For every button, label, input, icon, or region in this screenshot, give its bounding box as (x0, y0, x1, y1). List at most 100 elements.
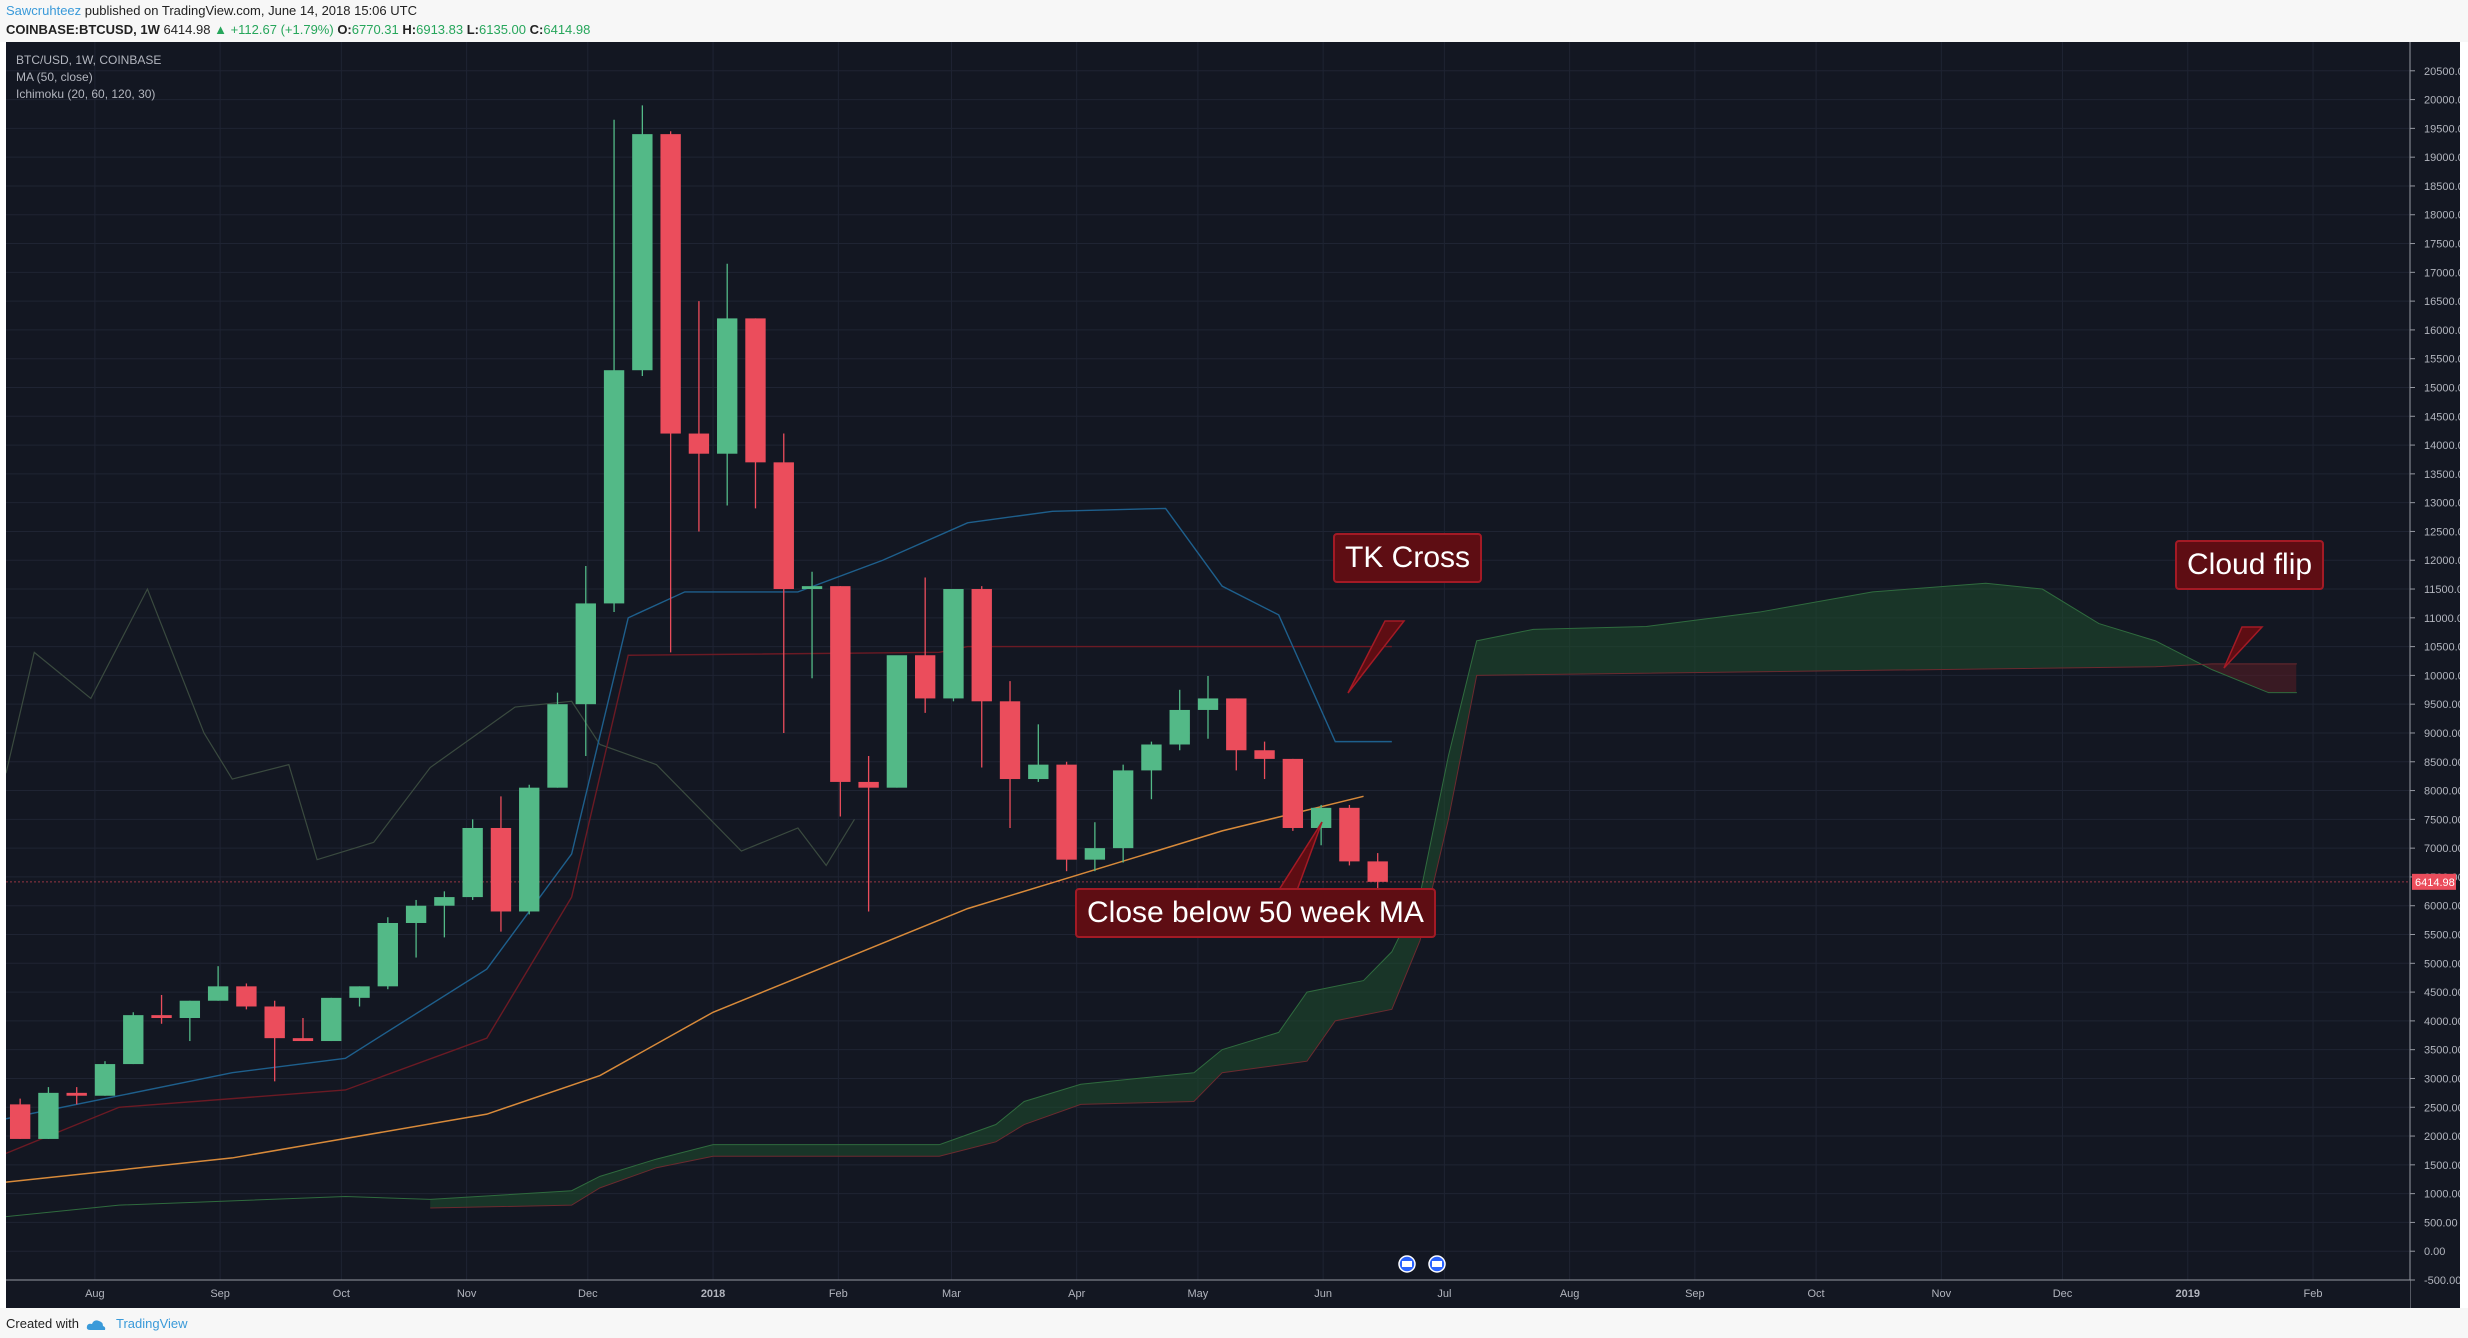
y-tick-label: 5500.00 (2424, 930, 2460, 942)
y-tick-label: 9000.00 (2424, 728, 2460, 740)
legend-ichimoku[interactable]: Ichimoku (20, 60, 120, 30) (16, 87, 156, 101)
legend-ma[interactable]: MA (50, close) (16, 70, 93, 84)
y-tick-label: 19500.00 (2424, 123, 2460, 135)
y-tick-label: 8000.00 (2424, 786, 2460, 798)
senkou-span-a (6, 582, 2297, 1218)
x-tick-label: May (1188, 1288, 1209, 1300)
annotation-close-below-ma[interactable]: Close below 50 week MA (1075, 888, 1436, 938)
price-axis (2410, 42, 2460, 1308)
candle-body (1141, 744, 1162, 771)
candle-body (632, 134, 653, 371)
candle-body (1056, 764, 1077, 860)
candle-body (1282, 758, 1304, 828)
y-tick-label: 15500.00 (2424, 354, 2460, 366)
footer: Created with TradingView (0, 1308, 2468, 1338)
y-tick-label: 3500.00 (2424, 1045, 2460, 1057)
candle-body (349, 986, 370, 998)
candle-body (1367, 861, 1388, 882)
y-tick-label: 4000.00 (2424, 1016, 2460, 1028)
x-tick-label: Dec (578, 1288, 598, 1300)
candle-body (292, 1038, 314, 1042)
price-chart[interactable]: 20500.00 20000.00 19500.00 19000.00 18500.00… (6, 42, 2460, 1308)
candle-body (999, 701, 1021, 780)
x-tick-label: Aug (1560, 1288, 1580, 1300)
y-tick-label: -500.00 (2424, 1275, 2460, 1287)
candle-body (660, 134, 681, 434)
tradingview-link[interactable]: TradingView (116, 1316, 188, 1331)
candle-body (1226, 698, 1247, 751)
flag-stripe (1432, 1261, 1442, 1267)
economic-event-flag-icon (1398, 1255, 1416, 1273)
low-label: L: (466, 22, 480, 37)
candle-body (38, 1092, 59, 1139)
economic-event-flag-icon (1428, 1255, 1446, 1273)
grid-lines (6, 42, 2410, 1281)
candle-body (858, 781, 879, 788)
candle-body (123, 1015, 144, 1065)
legend-symbol[interactable]: BTC/USD, 1W, COINBASE (16, 53, 162, 67)
y-tick-label: 15000.00 (2424, 382, 2460, 394)
last-price: 6414.98 (163, 22, 211, 37)
y-tick-label: 7000.00 (2424, 843, 2460, 855)
candle-body (405, 905, 427, 923)
candle-body (94, 1064, 116, 1096)
candle-body (321, 997, 342, 1042)
y-tick-label: 2500.00 (2424, 1102, 2460, 1114)
annotation-cloud-flip[interactable]: Cloud flip (2175, 540, 2325, 590)
candle-body (830, 586, 851, 782)
senkou-span-b (430, 663, 2297, 1209)
y-tick-label: 5000.00 (2424, 958, 2460, 970)
publisher-link[interactable]: Sawcruhteez (6, 3, 82, 18)
candle-body (1339, 807, 1360, 862)
y-tick-label: 2000.00 (2424, 1131, 2460, 1143)
x-tick-label: Sep (210, 1288, 230, 1300)
y-tick-label: 3000.00 (2424, 1073, 2460, 1085)
candle-body (971, 589, 992, 702)
annotation-tk-cross[interactable]: TK Cross (1333, 533, 1483, 583)
last-price-tag-label: 6414.98 (2415, 877, 2455, 889)
chart-pane[interactable]: 20500.00 20000.00 19500.00 19000.00 18500.00… (6, 42, 2460, 1308)
candle-body (1028, 764, 1049, 780)
y-tick-label: 18500.00 (2424, 181, 2460, 193)
x-tick-label: Dec (2053, 1288, 2073, 1300)
symbol: COINBASE:BTCUSD, 1W (6, 22, 160, 37)
open-value: 6770.31 (351, 22, 399, 37)
close-value: 6414.98 (543, 22, 591, 37)
y-tick-label: 0.00 (2424, 1246, 2445, 1258)
candle-body (490, 827, 512, 912)
y-tick-label: 10500.00 (2424, 642, 2460, 654)
x-tick-label: 2018 (701, 1288, 725, 1300)
y-tick-label: 11500.00 (2424, 584, 2460, 596)
candle-body (801, 586, 823, 590)
open-label: O: (337, 22, 352, 37)
tk-cross-pointer (1347, 620, 1406, 694)
candle-body (914, 655, 936, 699)
x-tick-label: Jun (1314, 1288, 1332, 1300)
x-tick-label: Aug (85, 1288, 105, 1300)
y-tick-label: 4500.00 (2424, 987, 2460, 999)
y-tick-label: 1000.00 (2424, 1189, 2460, 1201)
y-tick-label: 12000.00 (2424, 555, 2460, 567)
y-tick-label: 16000.00 (2424, 325, 2460, 337)
candle-body (717, 318, 738, 454)
y-tick-label: 20000.00 (2424, 95, 2460, 107)
y-tick-label: 8500.00 (2424, 757, 2460, 769)
x-tick-label: Nov (1932, 1288, 1952, 1300)
x-tick-label: Feb (829, 1288, 848, 1300)
candle-body (264, 1006, 285, 1039)
candle-body (434, 897, 455, 906)
ichimoku-cloud-bearish (2202, 663, 2297, 693)
candle-body (1197, 698, 1219, 710)
candle-body (1310, 807, 1332, 828)
close-label: C: (529, 22, 544, 37)
publish-header: Sawcruhteez published on TradingView.com… (0, 0, 2468, 42)
x-tick-label: 2019 (2176, 1288, 2200, 1300)
y-tick-label: 16500.00 (2424, 296, 2460, 308)
candle-body (519, 787, 540, 912)
x-tick-label: Nov (457, 1288, 477, 1300)
price-change: ▲ +112.67 (+1.79%) (214, 22, 334, 37)
ichimoku-cloud-bullish (430, 583, 2201, 1209)
y-tick-label: 6000.00 (2424, 901, 2460, 913)
candle-body (575, 603, 596, 705)
x-tick-label: Oct (1808, 1288, 1825, 1300)
